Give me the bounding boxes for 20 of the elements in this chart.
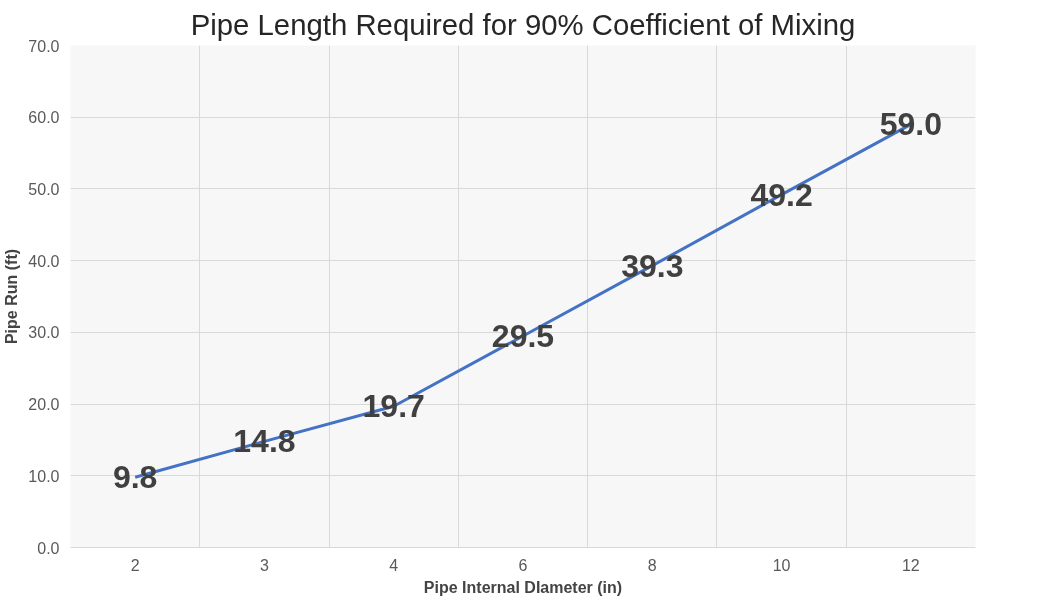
x-tick-label: 12	[901, 556, 920, 574]
x-tick-label: 10	[772, 556, 791, 574]
x-axis-title: Pipe Internal DIameter (in)	[423, 578, 623, 596]
y-tick-label: 50.0	[28, 180, 60, 198]
y-tick-label: 10.0	[28, 467, 60, 485]
x-tick-label: 6	[518, 556, 528, 574]
y-tick-label: 20.0	[28, 396, 60, 414]
data-label: 9.8	[112, 459, 158, 496]
y-tick-label: 70.0	[28, 37, 60, 55]
y-axis-title: Pipe Run (ft)	[3, 248, 21, 345]
y-tick-label: 0.0	[37, 539, 60, 557]
chart-title: Pipe Length Required for 90% Coefficient of Mixing	[190, 7, 856, 41]
x-tick-label: 8	[647, 556, 657, 574]
x-tick-label: 3	[259, 556, 269, 574]
x-tick-label: 4	[389, 556, 399, 574]
data-label: 59.0	[879, 106, 942, 143]
y-tick-label: 30.0	[28, 324, 60, 342]
y-tick-label: 60.0	[28, 109, 60, 127]
y-tick-label: 40.0	[28, 252, 60, 270]
x-tick-label: 2	[130, 556, 140, 574]
